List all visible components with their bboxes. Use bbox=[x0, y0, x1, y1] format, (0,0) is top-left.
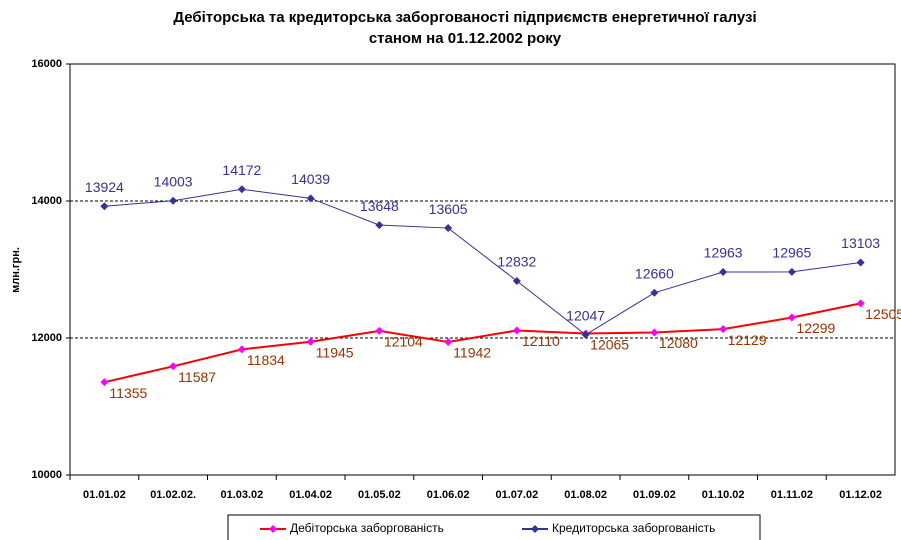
x-tick-label: 01.07.02 bbox=[495, 489, 538, 501]
data-label: 13103 bbox=[841, 235, 880, 251]
chart-title: Дебіторська та кредиторська заборгованос… bbox=[173, 9, 756, 26]
data-label: 12660 bbox=[635, 265, 674, 281]
legend-marker bbox=[269, 525, 277, 533]
marker bbox=[375, 326, 384, 335]
marker bbox=[306, 194, 315, 203]
data-label: 12963 bbox=[704, 245, 743, 261]
data-label: 12505 bbox=[865, 306, 901, 322]
x-tick-label: 01.04.02 bbox=[289, 489, 332, 501]
marker bbox=[444, 224, 453, 233]
data-label: 14039 bbox=[291, 171, 330, 187]
marker bbox=[856, 299, 865, 308]
x-tick-label: 01.09.02 bbox=[633, 489, 676, 501]
marker bbox=[512, 326, 521, 335]
legend-box bbox=[227, 514, 761, 540]
data-label: 13605 bbox=[429, 201, 468, 217]
marker bbox=[306, 337, 315, 346]
x-tick-label: 01.12.02 bbox=[839, 489, 882, 501]
x-tick-label: 01.03.02 bbox=[220, 489, 263, 501]
data-label: 14172 bbox=[222, 162, 261, 178]
marker bbox=[237, 345, 246, 354]
x-tick-label: 01.06.02 bbox=[427, 489, 470, 501]
marker bbox=[856, 258, 865, 267]
y-tick-label: 12000 bbox=[31, 332, 62, 344]
y-axis-label: млн.грн. bbox=[10, 247, 22, 293]
x-tick-label: 01.02.02. bbox=[150, 489, 196, 501]
marker bbox=[650, 288, 659, 297]
chart-subtitle: станом на 01.12.2002 року bbox=[369, 30, 562, 47]
marker bbox=[650, 328, 659, 337]
data-label: 12832 bbox=[497, 254, 536, 270]
x-tick-label: 01.08.02 bbox=[564, 489, 607, 501]
marker bbox=[719, 268, 728, 277]
data-label: 13924 bbox=[85, 179, 124, 195]
plot-frame bbox=[69, 63, 896, 476]
data-label: 12065 bbox=[590, 336, 629, 352]
marker bbox=[375, 221, 384, 230]
marker bbox=[719, 325, 728, 334]
marker bbox=[169, 196, 178, 205]
series-line bbox=[104, 188, 861, 336]
y-tick-label: 16000 bbox=[31, 58, 62, 70]
marker bbox=[512, 277, 521, 286]
marker bbox=[100, 202, 109, 211]
data-label: 12129 bbox=[728, 332, 767, 348]
data-label: 12080 bbox=[659, 335, 698, 351]
data-label: 13648 bbox=[360, 198, 399, 214]
x-tick-label: 01.11.02 bbox=[771, 489, 813, 501]
data-label: 11587 bbox=[178, 369, 216, 385]
legend-marker bbox=[531, 525, 539, 533]
data-label: 12104 bbox=[384, 334, 423, 350]
x-tick-label: 01.10.02 bbox=[702, 489, 745, 501]
data-label: 11942 bbox=[453, 345, 491, 361]
marker bbox=[581, 330, 590, 339]
marker bbox=[237, 185, 246, 194]
series-line bbox=[104, 302, 861, 384]
legend-label: Дебіторська заборгованість bbox=[290, 521, 444, 535]
legend-label: Кредиторська заборгованість bbox=[552, 521, 715, 535]
data-label: 11945 bbox=[316, 344, 354, 360]
data-label: 12299 bbox=[796, 320, 835, 336]
data-label: 14003 bbox=[154, 173, 193, 189]
data-label: 12047 bbox=[566, 307, 605, 323]
x-tick-label: 01.05.02 bbox=[358, 489, 401, 501]
data-label: 11355 bbox=[109, 385, 147, 401]
data-label: 12110 bbox=[522, 333, 560, 349]
marker bbox=[100, 378, 109, 387]
marker bbox=[787, 267, 796, 276]
y-tick-label: 14000 bbox=[31, 195, 62, 207]
marker bbox=[787, 313, 796, 322]
y-tick-label: 10000 bbox=[31, 469, 62, 481]
data-label: 11834 bbox=[247, 352, 285, 368]
marker bbox=[444, 337, 453, 346]
x-tick-label: 01.01.02 bbox=[83, 489, 126, 501]
data-label: 12965 bbox=[772, 245, 811, 261]
marker bbox=[169, 362, 178, 371]
